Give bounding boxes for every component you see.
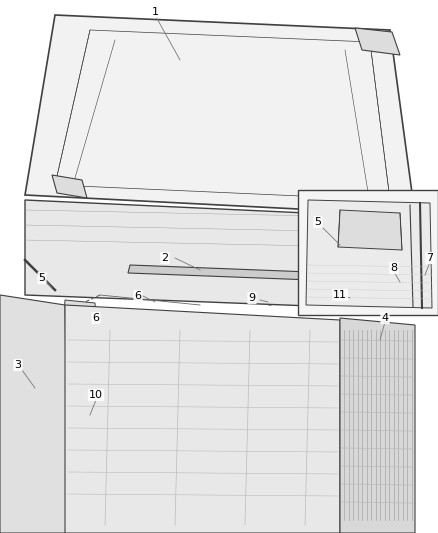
Ellipse shape: [113, 323, 117, 327]
Text: 5: 5: [39, 273, 46, 283]
Polygon shape: [25, 15, 415, 215]
Ellipse shape: [26, 377, 34, 383]
Ellipse shape: [356, 222, 364, 228]
Ellipse shape: [62, 182, 72, 190]
Ellipse shape: [292, 270, 298, 274]
Ellipse shape: [371, 236, 377, 240]
Polygon shape: [298, 190, 438, 315]
Text: 3: 3: [14, 360, 21, 370]
Ellipse shape: [356, 237, 364, 243]
Ellipse shape: [212, 73, 218, 77]
Ellipse shape: [367, 36, 377, 44]
Ellipse shape: [237, 270, 243, 274]
Text: 2: 2: [162, 253, 169, 263]
Ellipse shape: [177, 270, 183, 274]
Text: 6: 6: [92, 313, 99, 323]
Ellipse shape: [198, 323, 202, 327]
Polygon shape: [355, 28, 400, 55]
Ellipse shape: [237, 323, 243, 327]
Polygon shape: [25, 200, 415, 310]
Ellipse shape: [162, 98, 168, 102]
Ellipse shape: [346, 293, 350, 297]
Polygon shape: [64, 300, 96, 318]
Text: 1: 1: [152, 7, 159, 17]
Polygon shape: [52, 175, 87, 198]
Ellipse shape: [82, 323, 88, 327]
Text: 6: 6: [134, 291, 141, 301]
Ellipse shape: [267, 297, 273, 303]
Ellipse shape: [307, 323, 312, 327]
Polygon shape: [306, 200, 432, 308]
Ellipse shape: [207, 270, 213, 274]
Ellipse shape: [158, 323, 162, 327]
Ellipse shape: [51, 287, 59, 293]
Ellipse shape: [147, 270, 153, 274]
Ellipse shape: [76, 306, 84, 312]
Text: 11: 11: [333, 290, 347, 300]
Ellipse shape: [265, 295, 275, 305]
Text: 8: 8: [390, 263, 398, 273]
Text: 7: 7: [427, 253, 434, 263]
Polygon shape: [65, 305, 340, 533]
Text: 5: 5: [314, 217, 321, 227]
Text: 10: 10: [89, 390, 103, 400]
Ellipse shape: [328, 194, 336, 200]
Ellipse shape: [343, 290, 353, 300]
Polygon shape: [340, 318, 415, 533]
Text: 4: 4: [381, 313, 389, 323]
Polygon shape: [338, 210, 402, 250]
Polygon shape: [0, 295, 68, 533]
Ellipse shape: [278, 323, 283, 327]
Text: 9: 9: [248, 293, 255, 303]
Ellipse shape: [267, 270, 273, 274]
Polygon shape: [128, 265, 312, 280]
